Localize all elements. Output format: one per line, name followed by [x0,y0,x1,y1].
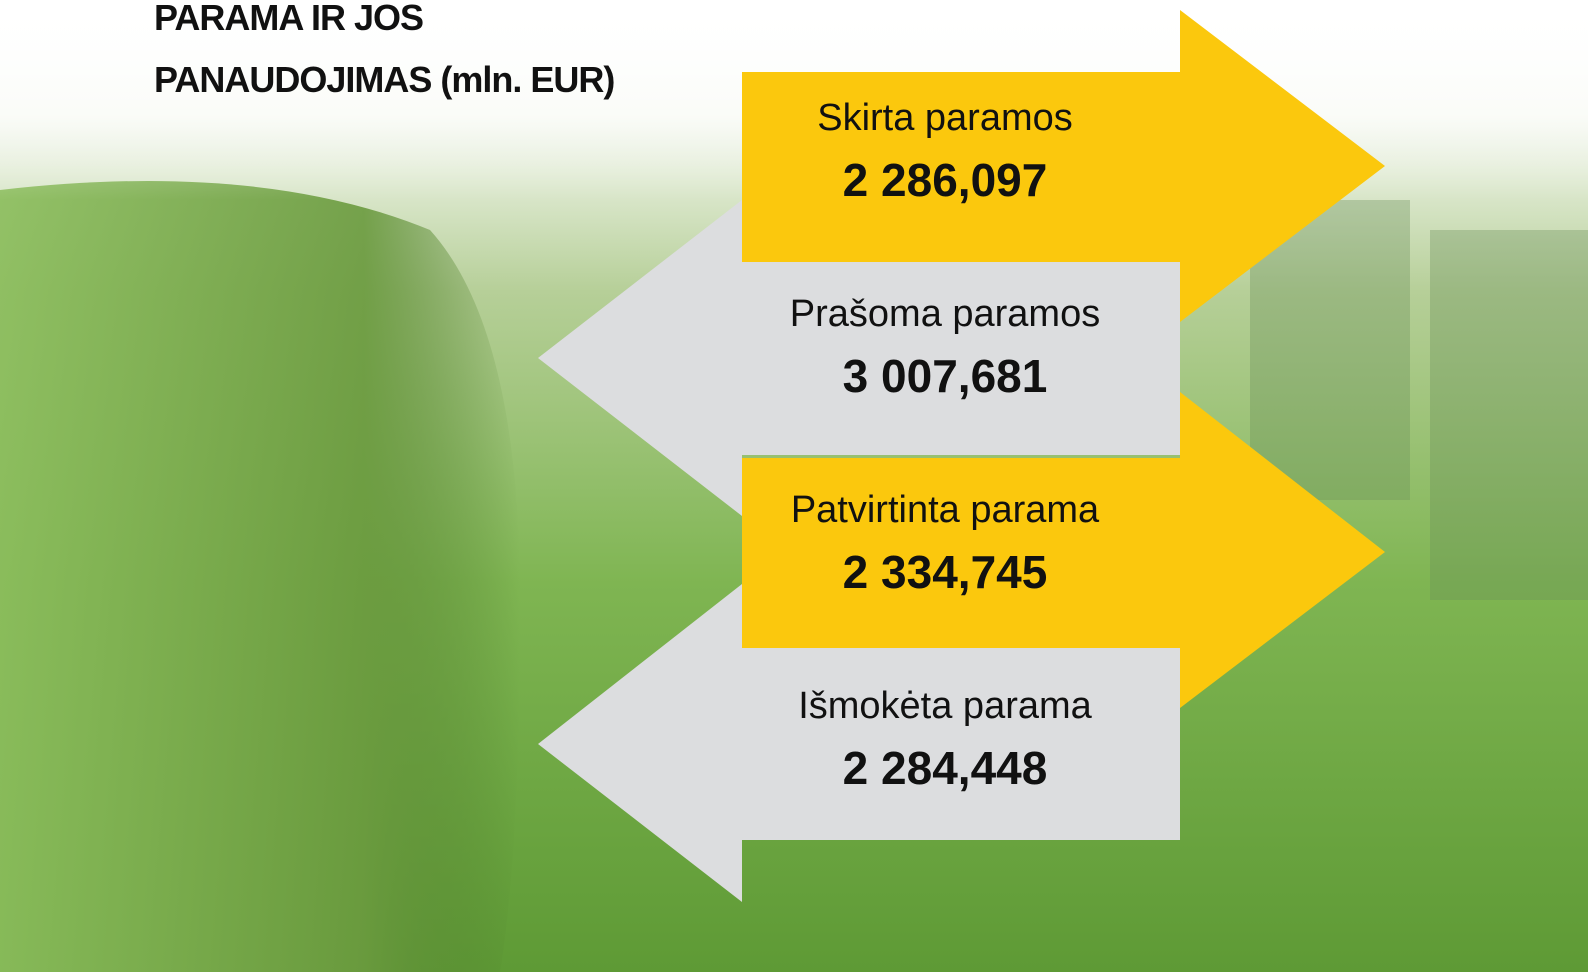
item-label: Skirta paramos [817,97,1073,139]
arrow-right [742,10,1385,322]
item-label: Patvirtinta parama [791,489,1100,531]
arrow-left [538,584,1180,902]
item-label: Išmokėta parama [798,685,1092,727]
title-line: PANAUDOJIMAS (mln. EUR) [154,59,614,100]
arrow-left [538,200,1180,516]
item-value: 3 007,681 [843,350,1048,402]
item-value: 2 334,745 [843,546,1048,598]
item-value: 2 286,097 [843,154,1048,206]
bale-background [1430,230,1588,600]
item-label: Prašoma paramos [790,293,1100,335]
arrow-right [742,392,1385,708]
title-line: PARAMA IR JOS [154,0,423,38]
item-value: 2 284,448 [843,742,1048,794]
hay-bale [0,181,520,972]
bale-background [1250,200,1410,500]
